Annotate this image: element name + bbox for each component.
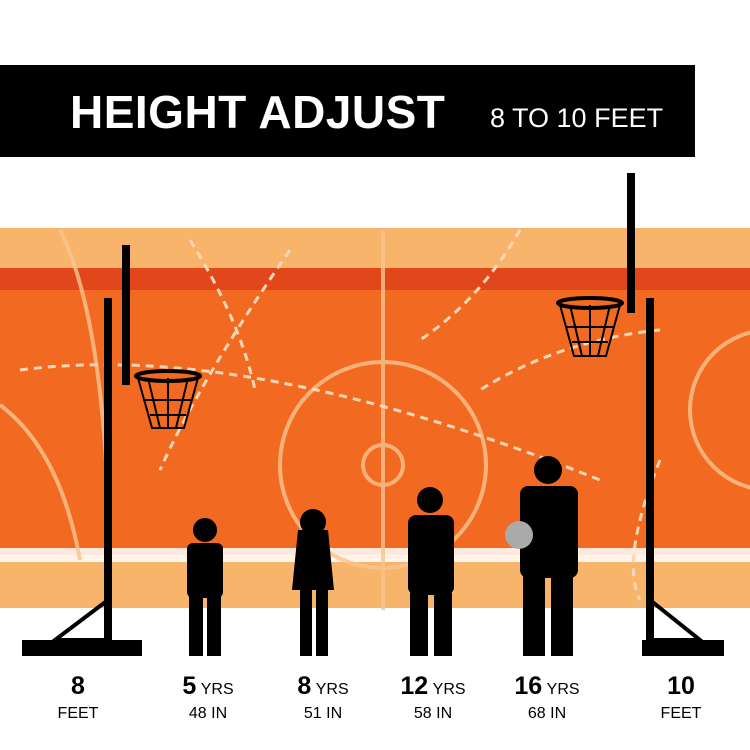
page-title: HEIGHT ADJUST [70, 86, 446, 138]
label-8-feet: 8 FEET [23, 672, 133, 723]
label-unit: YRS [315, 681, 349, 698]
court-orange-band [0, 290, 750, 555]
label-unit: YRS [200, 681, 234, 698]
basketball-icon [505, 521, 533, 549]
label-unit: YRS [432, 681, 466, 698]
label-sub: 48 IN [188, 705, 228, 722]
label-5-yrs: 5 YRS 48 IN [153, 672, 263, 723]
arrow-paths [19, 229, 662, 601]
label-16-yrs: 16 YRS 68 IN [492, 672, 602, 723]
hoop-8-feet [22, 245, 202, 656]
label-sub: FEET [57, 705, 99, 722]
label-8-yrs: 8 YRS 51 IN [268, 672, 378, 723]
label-sub: 58 IN [413, 705, 453, 722]
label-value: 8 [71, 672, 85, 700]
label-unit: YRS [546, 681, 580, 698]
silhouette-12-yrs [408, 487, 454, 656]
label-value: 5 [182, 672, 197, 700]
label-12-yrs: 12 YRS 58 IN [378, 672, 488, 723]
label-sub: FEET [660, 705, 702, 722]
label-value: 8 [297, 672, 312, 700]
label-10-feet: 10 FEET [626, 672, 736, 723]
label-value: 10 [667, 672, 695, 700]
silhouette-8-yrs [292, 509, 334, 656]
hoop-10-feet [556, 173, 724, 656]
label-value: 12 [400, 672, 429, 700]
label-value: 16 [514, 672, 543, 700]
silhouette-5-yrs [187, 518, 223, 656]
court-white-streak [0, 548, 750, 562]
label-sub: 51 IN [303, 705, 343, 722]
silhouette-16-yrs [505, 456, 578, 656]
header-banner: HEIGHT ADJUST 8 TO 10 FEET [0, 65, 695, 157]
label-sub: 68 IN [527, 705, 567, 722]
page-subtitle: 8 TO 10 FEET [490, 103, 664, 133]
